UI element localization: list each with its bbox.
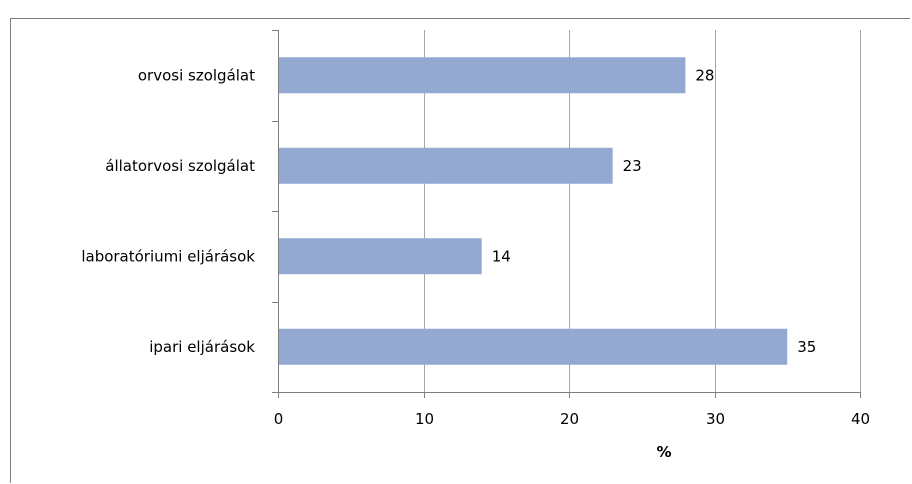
bar [279, 147, 613, 184]
x-tick-label: 40 [851, 410, 870, 428]
category-label: állatorvosi szolgálat [105, 157, 255, 175]
axes [272, 30, 861, 398]
data-label: 14 [492, 247, 511, 265]
category-label: laboratóriumi eljárások [81, 247, 255, 265]
labels: 0 10 20 30 40 orvosi szolgálat 28 állatorvosi s… [81, 66, 870, 461]
x-tick-label: 0 [274, 410, 284, 428]
x-axis-label: % [656, 443, 671, 461]
category-label: orvosi szolgálat [138, 66, 255, 84]
x-tick-label: 10 [415, 410, 434, 428]
chart-frame [10, 18, 910, 483]
category-label: ipari eljárások [149, 338, 255, 356]
bar [279, 238, 482, 275]
x-tick-label: 20 [560, 410, 579, 428]
data-label: 28 [695, 66, 714, 84]
x-tick-label: 30 [706, 410, 725, 428]
bars [279, 57, 788, 365]
data-label: 23 [623, 157, 642, 175]
bar [279, 57, 686, 94]
data-label: 35 [797, 338, 816, 356]
bar [279, 328, 788, 365]
